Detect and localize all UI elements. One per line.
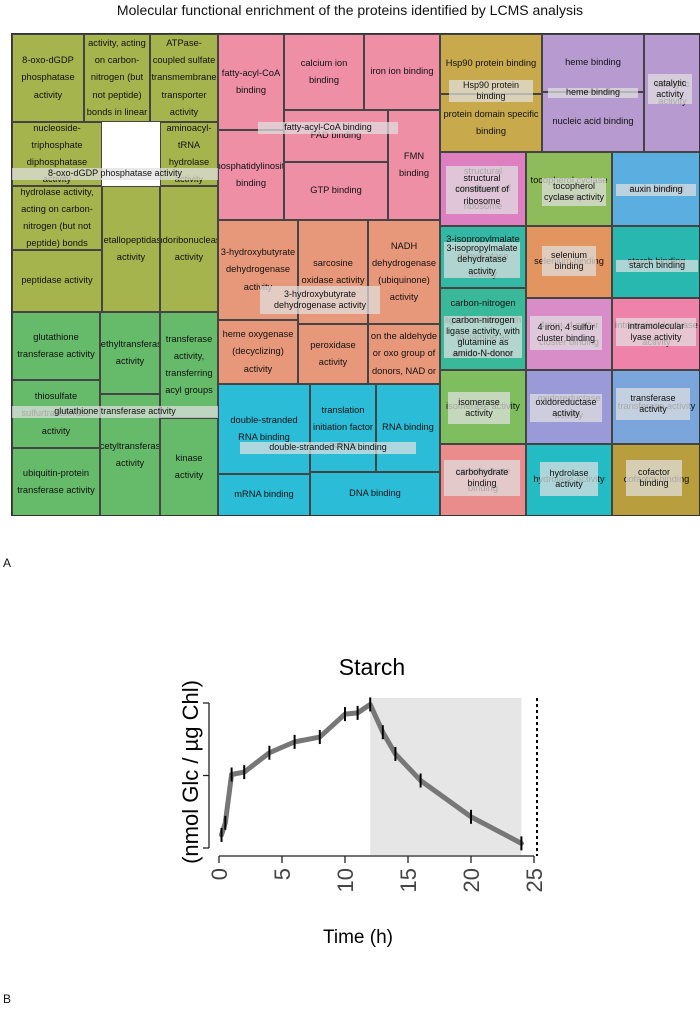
chart-title: Starch xyxy=(339,654,405,680)
group-representative-label: Hsp90 protein binding xyxy=(449,80,533,102)
group-representative-label: starch binding xyxy=(616,260,698,272)
group-representative-label: double-stranded RNA binding xyxy=(240,442,416,454)
treemap-tile: iron ion binding xyxy=(364,34,440,110)
group-representative-label: fatty-acyl-CoA binding xyxy=(258,122,398,134)
x-tick-label: 20 xyxy=(459,868,484,892)
treemap-tile: peroxidase activity xyxy=(298,324,368,384)
treemap-title: Molecular functional enrichment of the p… xyxy=(116,2,584,18)
panel-label-b: B xyxy=(3,992,12,1006)
treemap: 8-oxo-dGDP phosphatase activityhydrolase… xyxy=(11,33,700,516)
treemap-tile: metallopeptidase activity xyxy=(102,186,160,312)
treemap-tile: methyltransferase activity xyxy=(100,312,160,394)
group-representative-label: glutathione transferase activity xyxy=(12,406,218,418)
treemap-tile: protein domain specific binding xyxy=(440,94,542,152)
group-representative-label: carbon-nitrogen ligase activity, with gl… xyxy=(444,316,522,358)
treemap-tile: ATPase-coupled sulfate transmembrane tra… xyxy=(150,34,218,122)
treemap-tile: 8-oxo-dGDP phosphatase activity xyxy=(12,34,84,122)
treemap-tile: double-stranded RNA binding xyxy=(218,384,310,474)
treemap-tile: heme oxygenase (decyclizing) activity xyxy=(218,320,298,384)
y-axis-label: (nmol Glc / µg Chl) xyxy=(178,680,203,864)
treemap-tile: FAD binding xyxy=(284,110,388,162)
treemap-tile: transferase activity, transferring acyl … xyxy=(160,312,218,418)
treemap-tile: calcium ion binding xyxy=(284,34,364,110)
treemap-tile: hydrolase activity, acting on carbon-nit… xyxy=(84,34,150,122)
group-representative-label: 3-isopropylmalate dehydratase activity xyxy=(444,242,520,278)
treemap-tile: mRNA binding xyxy=(218,474,310,515)
panel-label-a: A xyxy=(3,556,12,570)
treemap-tile: ubiquitin-protein transferase activity xyxy=(12,448,100,515)
treemap-tile: oxidoreductase activity, acting on the a… xyxy=(368,324,440,384)
error-bars xyxy=(220,697,523,851)
treemap-tile: NADH dehydrogenase (ubiquinone) activity xyxy=(368,220,440,324)
group-representative-label: tocopherol cyclase activity xyxy=(542,178,606,206)
treemap-tile: 3-hydroxybutyrate dehydrogenase activity xyxy=(218,220,298,320)
group-representative-label: 8-oxo-dGDP phosphatase activity xyxy=(12,168,218,180)
x-tick-label: 5 xyxy=(270,868,295,880)
x-tick-label: 10 xyxy=(333,868,358,892)
treemap-tile: glutathione transferase activity xyxy=(12,312,100,380)
group-representative-label: oxidoreductase activity xyxy=(530,394,602,422)
group-representative-label: transferase activity xyxy=(616,388,690,420)
group-representative-label: carbohydrate binding xyxy=(444,460,520,496)
x-tick-label: 15 xyxy=(396,868,421,892)
treemap-tile: phosphatidylinositol binding xyxy=(218,130,284,220)
group-representative-label: hydrolase activity xyxy=(540,462,598,496)
treemap-tile: nucleic acid binding xyxy=(542,92,644,152)
treemap-tile: GTP binding xyxy=(284,162,388,220)
treemap-tile: RNA binding xyxy=(376,384,440,472)
y-ticks xyxy=(203,702,209,849)
group-representative-label: auxin binding xyxy=(616,184,696,196)
treemap-tile: DNA binding xyxy=(310,472,440,515)
group-representative-label: structural constituent of ribosome xyxy=(446,166,518,214)
treemap-tile: kinase activity xyxy=(160,418,218,515)
treemap-tile: translation initiation factor activity xyxy=(310,384,376,472)
treemap-tile: hydrolase activity, acting on carbon-nit… xyxy=(12,186,102,250)
x-ticks: 0 5 10 15 20 25 xyxy=(207,856,547,892)
group-representative-label: intramolecular lyase activity xyxy=(616,318,696,346)
group-representative-label: cofactor binding xyxy=(626,460,682,496)
group-representative-label: isomerase activity xyxy=(448,392,510,424)
treemap-tile: fatty-acyl-CoA binding xyxy=(218,34,284,130)
starch-line-chart: 0 5 10 15 20 25 Starch Time (h) (nmol Glc / µ… xyxy=(178,654,547,948)
treemap-tile: peptidase activity xyxy=(12,250,102,312)
group-representative-label: 3-hydroxybutyrate dehydrogenase activity xyxy=(260,286,380,314)
x-axis-label: Time (h) xyxy=(323,927,393,948)
treemap-tile: endoribonuclease activity xyxy=(160,186,218,312)
treemap-tile: heme binding xyxy=(542,34,644,92)
x-tick-label: 0 xyxy=(207,868,232,880)
group-representative-label: 4 iron, 4 sulfur cluster binding xyxy=(530,316,602,350)
group-representative-label: heme binding xyxy=(548,88,638,98)
group-representative-label: selenium binding xyxy=(542,246,596,276)
group-representative-label: catalytic activity xyxy=(648,74,692,104)
x-tick-label: 25 xyxy=(522,868,547,892)
